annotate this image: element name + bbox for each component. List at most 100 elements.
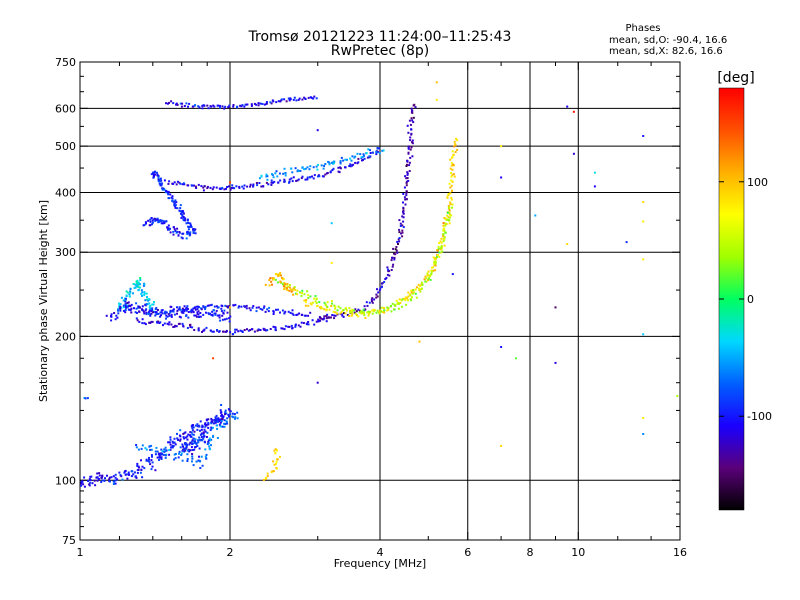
data-point (450, 172, 453, 174)
data-point (159, 177, 162, 180)
data-point (419, 285, 422, 287)
data-point (226, 422, 229, 425)
y-tick-label: 100 (55, 474, 76, 487)
data-point (96, 476, 99, 479)
data-point (373, 309, 376, 312)
data-point (135, 302, 138, 305)
data-point (208, 437, 211, 440)
data-point (187, 222, 190, 224)
data-point (453, 140, 456, 143)
data-point (283, 98, 286, 101)
data-point (152, 175, 155, 177)
data-point (219, 319, 222, 322)
data-point (404, 203, 407, 206)
data-point (184, 442, 186, 445)
data-point (332, 167, 335, 170)
data-point (316, 381, 319, 384)
data-point (442, 235, 445, 238)
data-point (135, 444, 138, 446)
data-point (225, 317, 228, 320)
data-point (443, 236, 446, 239)
data-point (113, 312, 116, 314)
data-point (130, 307, 133, 310)
data-point (106, 474, 108, 477)
data-point (436, 255, 438, 258)
data-point (148, 302, 151, 305)
data-point (173, 453, 176, 456)
data-point (189, 233, 192, 236)
data-point (84, 397, 87, 400)
data-point (150, 444, 153, 447)
data-point (149, 322, 152, 324)
chart-title: Tromsø 20121223 11:24:00–11:25:43 (248, 29, 512, 45)
data-point (212, 104, 215, 107)
data-point (136, 312, 138, 314)
y-tick-label: 75 (62, 534, 76, 547)
data-point (202, 189, 205, 192)
data-point (141, 308, 143, 311)
data-point (146, 298, 149, 301)
data-point (89, 479, 92, 482)
data-point (363, 305, 366, 308)
data-point (153, 217, 156, 220)
data-point (301, 289, 304, 292)
data-point (145, 448, 148, 451)
data-point (137, 283, 140, 286)
data-point (80, 482, 83, 485)
data-point (193, 229, 196, 232)
data-point (316, 129, 319, 132)
data-point (315, 165, 318, 168)
data-point (182, 432, 185, 435)
data-point (398, 228, 401, 231)
data-point (391, 302, 394, 305)
data-point (148, 313, 151, 316)
colorbar-label: [deg] (717, 70, 754, 86)
data-point (277, 181, 280, 184)
data-point (500, 145, 503, 148)
data-point (264, 329, 267, 332)
data-point (363, 154, 365, 157)
data-point (213, 312, 216, 315)
data-point (380, 306, 383, 309)
data-point (195, 443, 198, 445)
data-point (170, 323, 173, 326)
data-point (154, 170, 157, 173)
data-point (406, 177, 409, 179)
data-point (232, 333, 234, 336)
data-point (201, 331, 203, 333)
data-point (439, 240, 442, 243)
data-point (371, 300, 373, 303)
data-point (233, 187, 236, 190)
data-point (167, 323, 170, 326)
data-point (294, 167, 297, 170)
data-point (326, 313, 329, 316)
data-point (139, 279, 142, 281)
data-point (170, 313, 173, 316)
data-point (342, 315, 345, 318)
data-point (228, 415, 230, 418)
data-point (406, 173, 409, 176)
data-point (410, 299, 413, 302)
data-point (186, 305, 189, 308)
data-point (124, 302, 127, 305)
data-point (234, 328, 237, 331)
data-point (130, 311, 133, 314)
data-point (327, 316, 330, 319)
data-point (415, 296, 418, 299)
data-point (136, 471, 139, 474)
data-point (127, 308, 130, 311)
data-point (263, 329, 266, 331)
data-point (344, 158, 347, 161)
data-point (402, 207, 405, 210)
data-point (267, 183, 270, 186)
data-point (440, 244, 443, 247)
data-point (143, 467, 146, 470)
data-point (339, 160, 342, 163)
data-point (217, 417, 220, 420)
data-point (133, 471, 136, 474)
data-point (288, 289, 291, 292)
data-point (232, 416, 235, 419)
data-point (144, 303, 147, 306)
data-point (261, 308, 264, 311)
data-point (398, 302, 400, 305)
